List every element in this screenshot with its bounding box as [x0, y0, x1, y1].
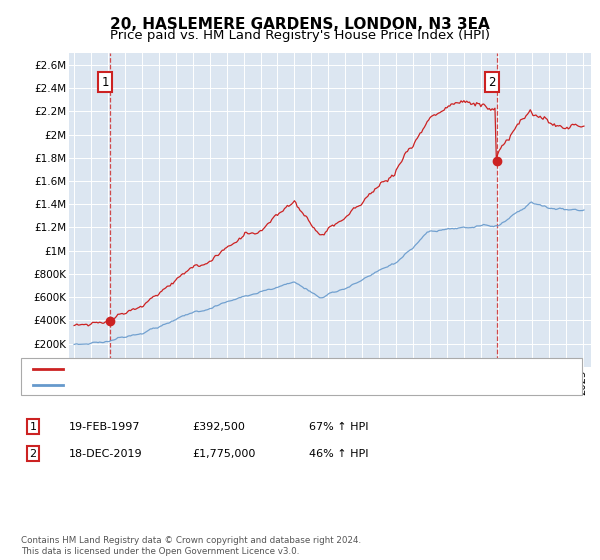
Text: 1: 1	[101, 76, 109, 88]
Text: £1,775,000: £1,775,000	[192, 449, 256, 459]
Text: £392,500: £392,500	[192, 422, 245, 432]
Text: 46% ↑ HPI: 46% ↑ HPI	[309, 449, 368, 459]
Text: 18-DEC-2019: 18-DEC-2019	[69, 449, 143, 459]
Text: HPI: Average price, detached house, Barnet: HPI: Average price, detached house, Barn…	[68, 380, 307, 390]
Text: 67% ↑ HPI: 67% ↑ HPI	[309, 422, 368, 432]
Text: 19-FEB-1997: 19-FEB-1997	[69, 422, 140, 432]
Text: 20, HASLEMERE GARDENS, LONDON, N3 3EA: 20, HASLEMERE GARDENS, LONDON, N3 3EA	[110, 17, 490, 32]
Text: Contains HM Land Registry data © Crown copyright and database right 2024.
This d: Contains HM Land Registry data © Crown c…	[21, 536, 361, 556]
Text: 2: 2	[488, 76, 496, 88]
Text: 2: 2	[29, 449, 37, 459]
Text: 1: 1	[29, 422, 37, 432]
Text: Price paid vs. HM Land Registry's House Price Index (HPI): Price paid vs. HM Land Registry's House …	[110, 29, 490, 42]
Text: 20, HASLEMERE GARDENS, LONDON, N3 3EA (detached house): 20, HASLEMERE GARDENS, LONDON, N3 3EA (d…	[68, 363, 414, 374]
